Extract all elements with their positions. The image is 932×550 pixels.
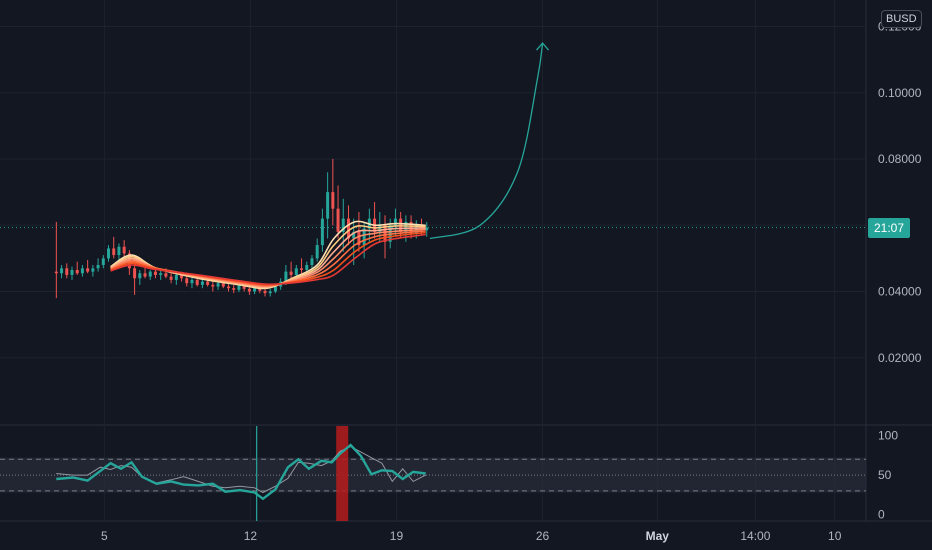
candle-body bbox=[315, 245, 319, 259]
candle-body bbox=[206, 281, 210, 285]
candle-body bbox=[331, 192, 335, 209]
candle-body bbox=[352, 231, 356, 239]
candle-body bbox=[169, 276, 173, 280]
candle-body bbox=[195, 279, 199, 285]
price-tick-label: 0.08000 bbox=[878, 152, 922, 166]
moving-averages bbox=[110, 220, 426, 290]
candle-body bbox=[112, 248, 116, 256]
candle-body bbox=[153, 271, 157, 275]
candle-body bbox=[305, 265, 309, 270]
candle-body bbox=[273, 286, 277, 292]
candle-body bbox=[117, 246, 121, 256]
candle-body bbox=[393, 218, 397, 226]
currency-badge[interactable]: BUSD bbox=[881, 10, 922, 28]
candle-body bbox=[294, 268, 298, 275]
candle-body bbox=[122, 246, 126, 254]
candle-body bbox=[174, 274, 178, 280]
time-tick-label: 12 bbox=[244, 529, 258, 543]
candle-body bbox=[190, 279, 194, 284]
oscillator-tick-label: 100 bbox=[878, 429, 898, 443]
candle-body bbox=[226, 286, 230, 289]
candle-body bbox=[341, 218, 345, 232]
candle-body bbox=[54, 271, 58, 274]
oscillator-axis[interactable]: 100 50 0 bbox=[878, 429, 898, 522]
candle-body bbox=[289, 271, 293, 275]
candle-body bbox=[336, 208, 340, 232]
candle-body bbox=[80, 268, 84, 274]
candle-body bbox=[70, 269, 74, 275]
candle-body bbox=[253, 288, 257, 292]
projection-arrow-head bbox=[536, 42, 550, 51]
candle-body bbox=[143, 273, 147, 277]
candle-body bbox=[310, 258, 314, 265]
oscillator-band bbox=[0, 426, 866, 521]
candle-body bbox=[75, 269, 79, 274]
candle-body bbox=[300, 268, 304, 270]
candle-body bbox=[242, 285, 246, 289]
candle-body bbox=[65, 268, 69, 275]
candle-body bbox=[107, 248, 111, 259]
moving-average-line bbox=[110, 233, 426, 286]
projection-arrow bbox=[429, 42, 550, 240]
time-axis[interactable]: 5 12 19 26 May 14:00 10 bbox=[101, 529, 842, 543]
candle-body bbox=[263, 290, 267, 294]
oscillator-line bbox=[56, 443, 426, 501]
oscillator-lines bbox=[56, 443, 426, 501]
time-tick-label: 14:00 bbox=[740, 529, 770, 543]
candle-body bbox=[357, 231, 361, 246]
candle-body bbox=[320, 218, 324, 246]
candle-body bbox=[148, 271, 152, 277]
candle-body bbox=[362, 228, 366, 246]
candle-body bbox=[60, 268, 64, 274]
candle-body bbox=[164, 273, 168, 277]
candle-body bbox=[86, 268, 90, 272]
time-tick-label: 10 bbox=[828, 529, 842, 543]
candle-body bbox=[221, 283, 225, 287]
current-price-tag: 21:07 bbox=[868, 217, 911, 238]
candle-body bbox=[247, 288, 251, 292]
price-tick-label: 0.04000 bbox=[878, 285, 922, 299]
candle-body bbox=[216, 283, 220, 287]
candle-body bbox=[138, 273, 142, 279]
candle-body bbox=[326, 192, 330, 219]
price-tick-label: 0.10000 bbox=[878, 86, 922, 100]
time-tick-label: 26 bbox=[536, 529, 550, 543]
candle-body bbox=[185, 278, 189, 284]
candle-body bbox=[159, 273, 163, 275]
candle-body bbox=[232, 288, 236, 290]
candle-body bbox=[258, 288, 262, 291]
oscillator-tick-label: 50 bbox=[878, 468, 892, 482]
candle-body bbox=[96, 265, 100, 269]
price-tick-label: 0.02000 bbox=[878, 351, 922, 365]
candle-body bbox=[91, 268, 95, 272]
candle-body bbox=[404, 221, 408, 232]
candle-body bbox=[133, 268, 137, 279]
candle-body bbox=[425, 227, 429, 231]
time-tick-label: 5 bbox=[101, 529, 108, 543]
projection-arrow-line bbox=[429, 43, 544, 240]
candle-body bbox=[180, 274, 184, 279]
candle-body bbox=[383, 225, 387, 242]
time-tick-label: 19 bbox=[390, 529, 404, 543]
candle-body bbox=[200, 281, 204, 285]
candle-body bbox=[284, 271, 288, 282]
oscillator-tick-label: 0 bbox=[878, 508, 885, 522]
candle-body bbox=[237, 285, 241, 290]
candle-body bbox=[101, 258, 105, 265]
oscillator-highlight bbox=[336, 426, 349, 521]
candle-body bbox=[378, 225, 382, 232]
candle-body bbox=[211, 284, 215, 287]
candle-body bbox=[346, 218, 350, 239]
time-tick-label: May bbox=[646, 529, 670, 543]
candle-body bbox=[268, 291, 272, 294]
oscillator-line bbox=[56, 446, 426, 494]
